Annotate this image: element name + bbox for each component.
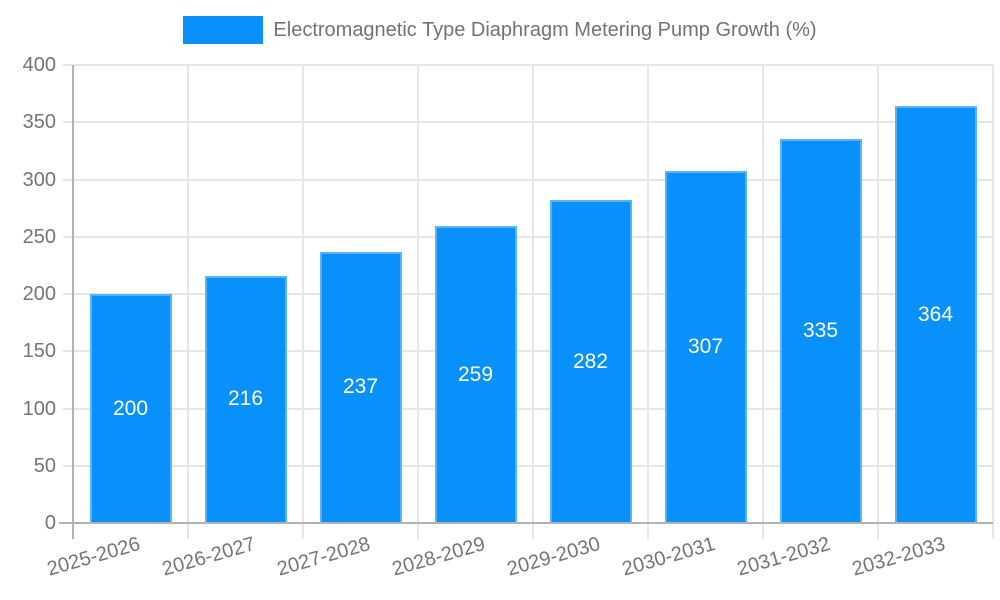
bar-value-label: 200: [112, 396, 149, 420]
y-axis-label: 250: [22, 225, 56, 248]
bar-value-label: 282: [572, 349, 609, 373]
x-axis-label: 2030-2031: [619, 533, 718, 581]
y-gridline: [63, 121, 993, 124]
bar[interactable]: [204, 275, 287, 522]
x-gridline: [187, 65, 189, 539]
y-gridline: [63, 350, 993, 353]
y-axis-label: 50: [33, 454, 56, 477]
x-axis-label: 2025-2026: [44, 533, 143, 581]
x-axis-label: 2029-2030: [504, 533, 603, 581]
bar-value-label: 307: [687, 335, 724, 359]
bar[interactable]: [664, 171, 747, 522]
y-gridline: [63, 293, 993, 295]
y-gridline: [63, 407, 993, 410]
y-gridline: [63, 178, 993, 181]
bar[interactable]: [779, 139, 862, 522]
x-gridline: [417, 65, 419, 539]
bar[interactable]: [894, 106, 977, 522]
bar[interactable]: [549, 200, 632, 522]
x-gridline: [877, 65, 879, 539]
x-gridline: [992, 65, 994, 539]
legend-swatch: [183, 16, 264, 44]
x-gridline: [532, 65, 534, 539]
legend[interactable]: Electromagnetic Type Diaphragm Metering …: [0, 16, 1000, 44]
bar-value-label: 237: [342, 375, 379, 399]
y-axis-label: 100: [22, 397, 56, 420]
y-gridline: [63, 464, 993, 467]
bar-value-label: 259: [457, 362, 494, 386]
x-axis-label: 2026-2027: [159, 533, 258, 581]
x-axis-label: 2032-2033: [849, 533, 948, 581]
bar-value-label: 335: [802, 319, 839, 343]
y-axis-label: 400: [22, 54, 56, 76]
bar[interactable]: [89, 294, 172, 522]
y-axis-line: [72, 65, 74, 539]
y-axis-label: 200: [22, 283, 56, 305]
x-gridline: [647, 65, 649, 539]
x-gridline: [302, 65, 304, 539]
bar[interactable]: [434, 226, 517, 522]
legend-label: Electromagnetic Type Diaphragm Metering …: [273, 18, 817, 41]
y-gridline: [63, 64, 993, 66]
y-axis-label: 0: [44, 512, 56, 534]
y-axis-label: 350: [22, 111, 56, 134]
bar[interactable]: [319, 251, 402, 522]
x-axis-line: [59, 522, 993, 524]
x-axis-label: 2028-2029: [389, 533, 488, 581]
y-axis-label: 150: [22, 340, 56, 363]
y-axis-label: 300: [22, 168, 56, 191]
bar-value-label: 364: [917, 302, 954, 326]
x-axis-label: 2031-2032: [734, 533, 833, 581]
x-axis-label: 2027-2028: [274, 533, 373, 581]
y-gridline: [63, 235, 993, 238]
x-gridline: [762, 65, 764, 539]
bar-value-label: 216: [227, 387, 264, 411]
